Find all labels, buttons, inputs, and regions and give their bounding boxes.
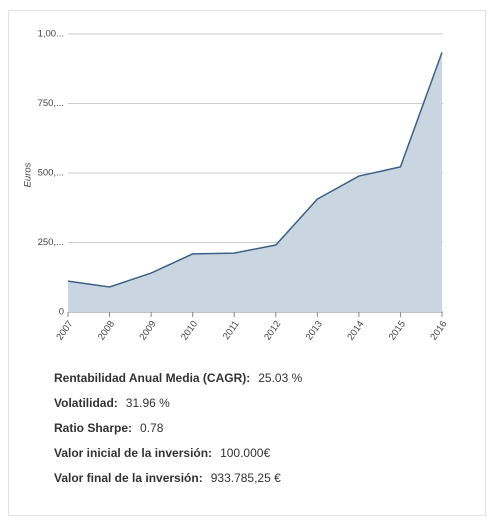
area-fill <box>68 52 442 312</box>
stat-row: Valor inicial de la inversión: 100.000€ <box>54 445 302 470</box>
y-axis-title: Euros <box>23 162 34 187</box>
y-tick-label: 250,... <box>38 237 64 248</box>
y-tick-label: 500,... <box>38 168 64 179</box>
x-tick-label: 2010 <box>179 319 200 343</box>
stat-value: 100.000€ <box>220 446 271 460</box>
stat-label: Valor inicial de la inversión: <box>54 446 213 460</box>
x-tick-label: 2008 <box>96 319 117 343</box>
x-tick-label: 2016 <box>428 319 449 343</box>
stats: Rentabilidad Anual Media (CAGR): 25.03 % V… <box>54 370 302 495</box>
stat-row: Ratio Sharpe: 0.78 <box>54 420 302 445</box>
stat-label: Rentabilidad Anual Media (CAGR): <box>54 371 251 385</box>
card <box>8 10 486 516</box>
stat-label: Ratio Sharpe: <box>54 421 133 435</box>
chart: Euros 0 250,... 500,... 750,... 1,00... 2007 2… <box>23 29 450 343</box>
stat-value: 933.785,25 € <box>210 471 281 485</box>
y-tick-label: 750,... <box>38 98 64 109</box>
stat-row: Rentabilidad Anual Media (CAGR): 25.03 % <box>54 370 302 395</box>
stat-row: Valor final de la inversión: 933.785,25 € <box>54 470 302 495</box>
stat-label: Valor final de la inversión: <box>54 471 203 485</box>
y-tick-label: 1,00... <box>38 29 64 40</box>
stat-row: Volatilidad: 31.96 % <box>54 395 302 420</box>
stat-label: Volatilidad: <box>54 396 118 410</box>
x-tick-label: 2013 <box>304 319 325 343</box>
y-tick-label: 0 <box>59 307 64 318</box>
x-tick-label: 2012 <box>262 319 283 343</box>
x-tick-label: 2007 <box>54 319 75 343</box>
stat-value: 0.78 <box>140 421 164 435</box>
x-tick-label: 2011 <box>221 319 242 342</box>
x-tick-label: 2014 <box>345 319 366 343</box>
x-tick-label: 2009 <box>137 319 158 343</box>
stat-value: 25.03 % <box>258 371 303 385</box>
stat-value: 31.96 % <box>125 396 170 410</box>
line <box>67 52 443 288</box>
x-tick-label: 2015 <box>387 319 408 343</box>
